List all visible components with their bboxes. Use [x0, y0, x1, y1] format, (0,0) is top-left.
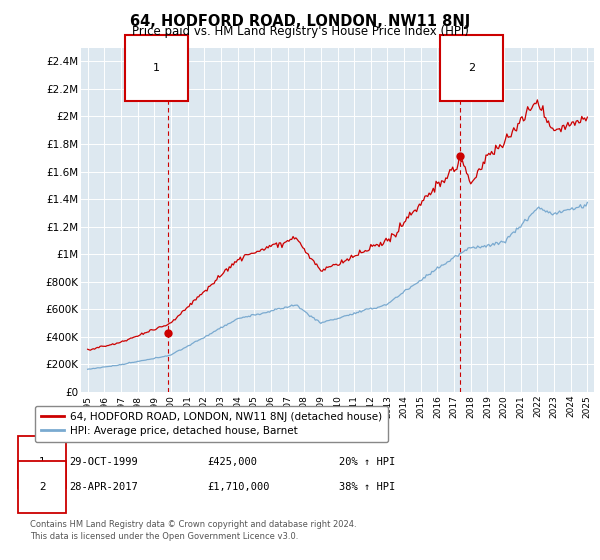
Text: 38% ↑ HPI: 38% ↑ HPI: [339, 482, 395, 492]
Text: 2: 2: [467, 63, 475, 73]
Text: £425,000: £425,000: [207, 457, 257, 467]
Text: 20% ↑ HPI: 20% ↑ HPI: [339, 457, 395, 467]
Text: 64, HODFORD ROAD, LONDON, NW11 8NJ: 64, HODFORD ROAD, LONDON, NW11 8NJ: [130, 14, 470, 29]
Text: 1: 1: [153, 63, 160, 73]
Text: Contains HM Land Registry data © Crown copyright and database right 2024.
This d: Contains HM Land Registry data © Crown c…: [30, 520, 356, 541]
Legend: 64, HODFORD ROAD, LONDON, NW11 8NJ (detached house), HPI: Average price, detache: 64, HODFORD ROAD, LONDON, NW11 8NJ (deta…: [35, 405, 388, 442]
Text: 29-OCT-1999: 29-OCT-1999: [69, 457, 138, 467]
Text: 2: 2: [39, 482, 46, 492]
Text: 1: 1: [39, 457, 46, 467]
Text: Price paid vs. HM Land Registry's House Price Index (HPI): Price paid vs. HM Land Registry's House …: [131, 25, 469, 38]
Text: 28-APR-2017: 28-APR-2017: [69, 482, 138, 492]
Text: £1,710,000: £1,710,000: [207, 482, 269, 492]
